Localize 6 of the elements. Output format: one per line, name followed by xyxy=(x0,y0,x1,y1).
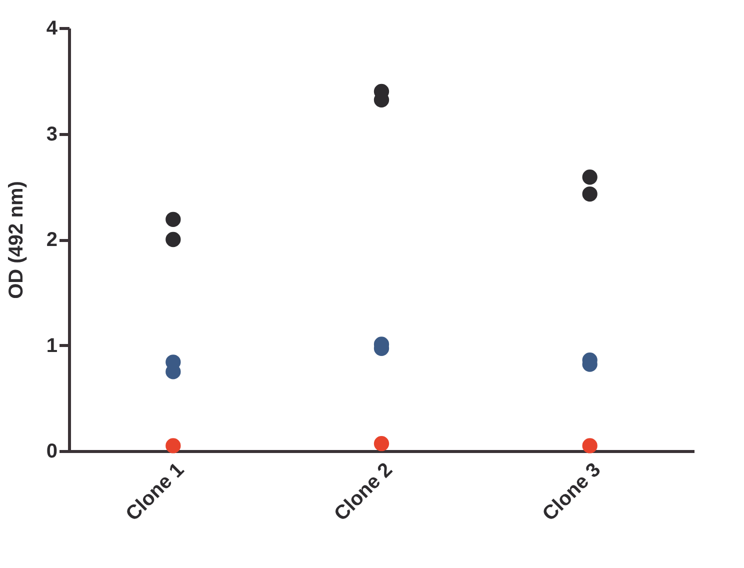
y-tick-label: 3 xyxy=(46,123,58,146)
y-axis-title: OD (492 nm) xyxy=(5,181,28,299)
y-tick-label: 0 xyxy=(46,440,58,462)
y-tick-label: 4 xyxy=(46,18,58,40)
y-tick-label: 2 xyxy=(46,229,58,251)
y-tick-label: 1 xyxy=(46,334,58,357)
